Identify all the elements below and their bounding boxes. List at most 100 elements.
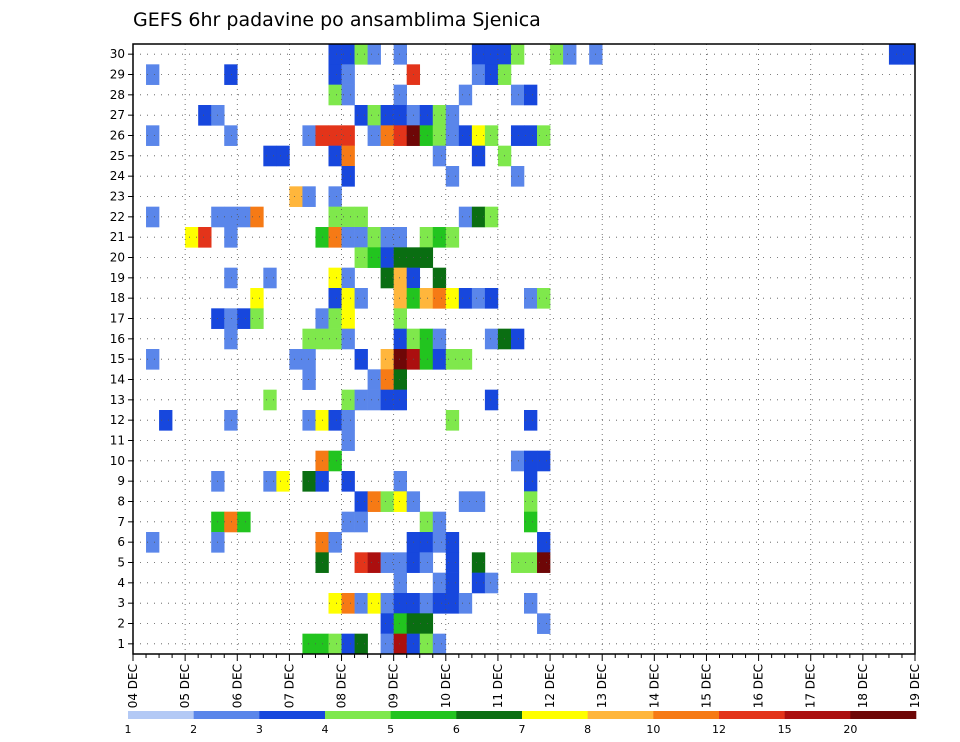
- heatmap-cell: [458, 593, 473, 614]
- x-tick-label: 07 DEC: [282, 664, 296, 708]
- colorbar-swatch: [653, 711, 720, 719]
- y-tick-label: 12: [110, 413, 125, 427]
- heatmap-cell: [419, 328, 434, 350]
- heatmap-cell: [380, 125, 394, 146]
- heatmap-cell: [328, 206, 342, 228]
- heatmap-cell: [146, 532, 160, 553]
- heatmap-cell: [380, 369, 394, 390]
- colorbar-label: 7: [519, 723, 526, 736]
- heatmap-cell: [146, 64, 160, 85]
- heatmap-cell: [445, 572, 460, 594]
- y-tick-label: 25: [110, 149, 125, 163]
- heatmap-cell: [484, 64, 499, 85]
- colorbar-swatch: [390, 711, 457, 719]
- heatmap-cell: [237, 511, 251, 533]
- heatmap-cell: [224, 206, 238, 228]
- y-tick-label: 7: [117, 515, 125, 529]
- heatmap-cell: [419, 227, 434, 248]
- colorbar-label: 8: [584, 723, 591, 736]
- colorbar: 1 2 3 4 5 6 7 8 10 12 15 20: [125, 711, 917, 736]
- heatmap-cell: [380, 227, 394, 248]
- heatmap-cell: [445, 349, 460, 370]
- heatmap-cell: [524, 450, 538, 472]
- heatmap-cell: [302, 633, 316, 655]
- heatmap-cell: [341, 84, 355, 106]
- colorbar-label: 12: [712, 723, 726, 736]
- heatmap-cell: [471, 491, 486, 512]
- heatmap-cell: [354, 227, 368, 248]
- heatmap-cell: [393, 125, 407, 146]
- y-tick-label: 20: [110, 251, 125, 265]
- x-tick-label: 15 DEC: [699, 664, 713, 708]
- heatmap-cell: [263, 267, 277, 289]
- y-tick-label: 19: [110, 271, 125, 285]
- heatmap-cell: [445, 166, 460, 187]
- heatmap-cell: [510, 552, 525, 573]
- heatmap-cell: [302, 369, 316, 390]
- heatmap-cell: [380, 267, 394, 289]
- x-tick-label: 17 DEC: [804, 664, 818, 708]
- heatmap-cell: [146, 206, 160, 228]
- heatmap-cell: [432, 593, 447, 614]
- heatmap-cell: [510, 328, 525, 350]
- heatmap-cell: [471, 125, 486, 146]
- heatmap-cell: [510, 44, 525, 65]
- heatmap-cell: [393, 471, 407, 492]
- heatmap-cell: [524, 552, 538, 573]
- heatmap-cell: [341, 410, 355, 431]
- heatmap-cell: [237, 308, 251, 329]
- heatmap-cell: [537, 450, 551, 472]
- heatmap-cell: [328, 64, 342, 85]
- heatmap-cell: [341, 44, 355, 65]
- heatmap-cell: [510, 166, 525, 187]
- heatmap-cell: [393, 44, 407, 65]
- y-tick-label: 16: [110, 332, 125, 346]
- heatmap-cell: [471, 64, 486, 85]
- heatmap-cell: [432, 633, 447, 655]
- heatmap-cell: [341, 389, 355, 411]
- heatmap-cell: [328, 145, 342, 167]
- heatmap-cell: [471, 44, 486, 65]
- heatmap-cell: [250, 308, 264, 329]
- heatmap-cell: [445, 105, 460, 126]
- heatmap-cell: [510, 84, 525, 106]
- heatmap-cell: [393, 247, 407, 268]
- colorbar-label: 10: [646, 723, 660, 736]
- heatmap-cell: [380, 349, 394, 370]
- heatmap-cell: [432, 105, 447, 126]
- x-tick-label: 11 DEC: [491, 664, 505, 708]
- heatmap-cell: [224, 267, 238, 289]
- heatmap-cell: [445, 552, 460, 573]
- heatmap-cell: [524, 84, 538, 106]
- heatmap-cell: [341, 267, 355, 289]
- heatmap-cell: [432, 532, 447, 553]
- heatmap-cell: [537, 288, 551, 309]
- x-tick-label: 09 DEC: [387, 664, 401, 708]
- heatmap-cell: [419, 633, 434, 655]
- heatmap-cell: [393, 105, 407, 126]
- heatmap-cell: [341, 288, 355, 309]
- heatmap-cell: [380, 633, 394, 655]
- heatmap-cell: [328, 593, 342, 614]
- heatmap-cell: [354, 552, 368, 573]
- colorbar-label: 20: [843, 723, 857, 736]
- heatmap-cell: [537, 613, 551, 634]
- heatmap-cell: [341, 430, 355, 451]
- x-tick-label: 14 DEC: [647, 664, 661, 708]
- y-tick-label: 13: [110, 393, 125, 407]
- y-tick-label: 17: [110, 312, 125, 326]
- heatmap-cell: [458, 125, 473, 146]
- heatmap-cell: [198, 105, 212, 126]
- y-tick-label: 8: [117, 495, 125, 509]
- chart-title: GEFS 6hr padavine po ansamblima Sjenica: [133, 9, 541, 31]
- heatmap-cell: [419, 125, 434, 146]
- heatmap-cell: [524, 593, 538, 614]
- heatmap-cell: [224, 511, 238, 533]
- heatmap-cell: [380, 389, 394, 411]
- heatmap-cell: [393, 593, 407, 614]
- heatmap-cell: [224, 328, 238, 350]
- colorbar-label: 6: [453, 723, 460, 736]
- colorbar-swatch: [522, 711, 588, 719]
- heatmap-cell: [419, 288, 434, 309]
- heatmap-cell: [537, 532, 551, 553]
